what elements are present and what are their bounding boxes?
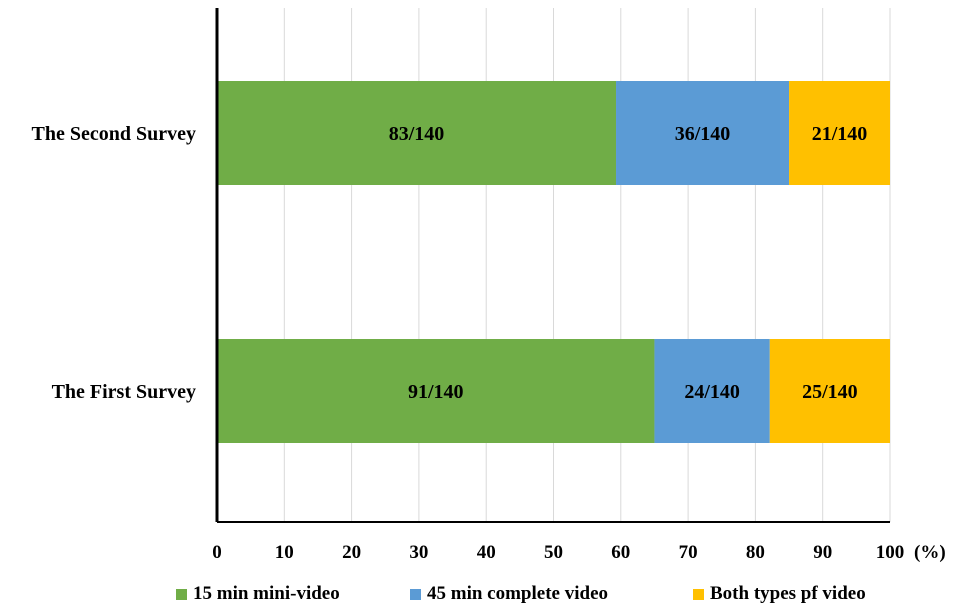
bar-data-label: 91/140: [408, 381, 464, 403]
legend-label: 45 min complete video: [427, 583, 609, 604]
category-labels: The Second Survey The First Survey: [32, 123, 196, 403]
legend-item: 15 min mini-video: [176, 583, 340, 605]
x-tick-label: 20: [342, 542, 361, 563]
legend-label: 15 min mini-video: [193, 583, 340, 604]
x-axis-unit-label: (%): [914, 542, 946, 563]
bar-data-label: 25/140: [802, 381, 858, 403]
legend: 15 min mini-video 45 min complete video Bo…: [0, 580, 957, 608]
legend-swatch: [693, 588, 704, 600]
x-tick-label: 10: [275, 542, 294, 563]
bar-segment: [217, 81, 617, 185]
bar-segment: [654, 339, 770, 443]
bar-segment: [616, 81, 790, 185]
x-tick-label: 60: [611, 542, 630, 563]
bar-data-label: 36/140: [675, 123, 731, 145]
bar-segment: [769, 339, 890, 443]
legend-label: Both types pf video: [710, 583, 866, 604]
bar-data-label: 24/140: [684, 381, 740, 403]
x-tick-label: 90: [813, 542, 832, 563]
x-tick-label: 30: [409, 542, 428, 563]
bar-segment: [217, 339, 655, 443]
bars: 83/140 36/140 21/140 91/140 24/140 25/140: [217, 81, 890, 443]
category-label: The Second Survey: [32, 123, 196, 145]
x-tick-label: 40: [477, 542, 496, 563]
legend-swatch: [176, 588, 187, 600]
x-tick-label: 50: [544, 542, 563, 563]
x-axis-ticks: 0 10 20 30 40 50 60 70 80 90 100: [212, 542, 904, 563]
bar-segment: [789, 81, 890, 185]
x-tick-label: 70: [679, 542, 698, 563]
bar-data-label: 21/140: [812, 123, 868, 145]
x-tick-label: 100: [876, 542, 905, 563]
category-label: The First Survey: [52, 381, 196, 403]
x-tick-label: 80: [746, 542, 765, 563]
legend-swatch: [410, 588, 421, 600]
bar-data-label: 83/140: [389, 123, 445, 145]
legend-item: Both types pf video: [693, 583, 866, 605]
legend-item: 45 min complete video: [410, 583, 608, 605]
x-tick-label: 0: [212, 542, 222, 563]
